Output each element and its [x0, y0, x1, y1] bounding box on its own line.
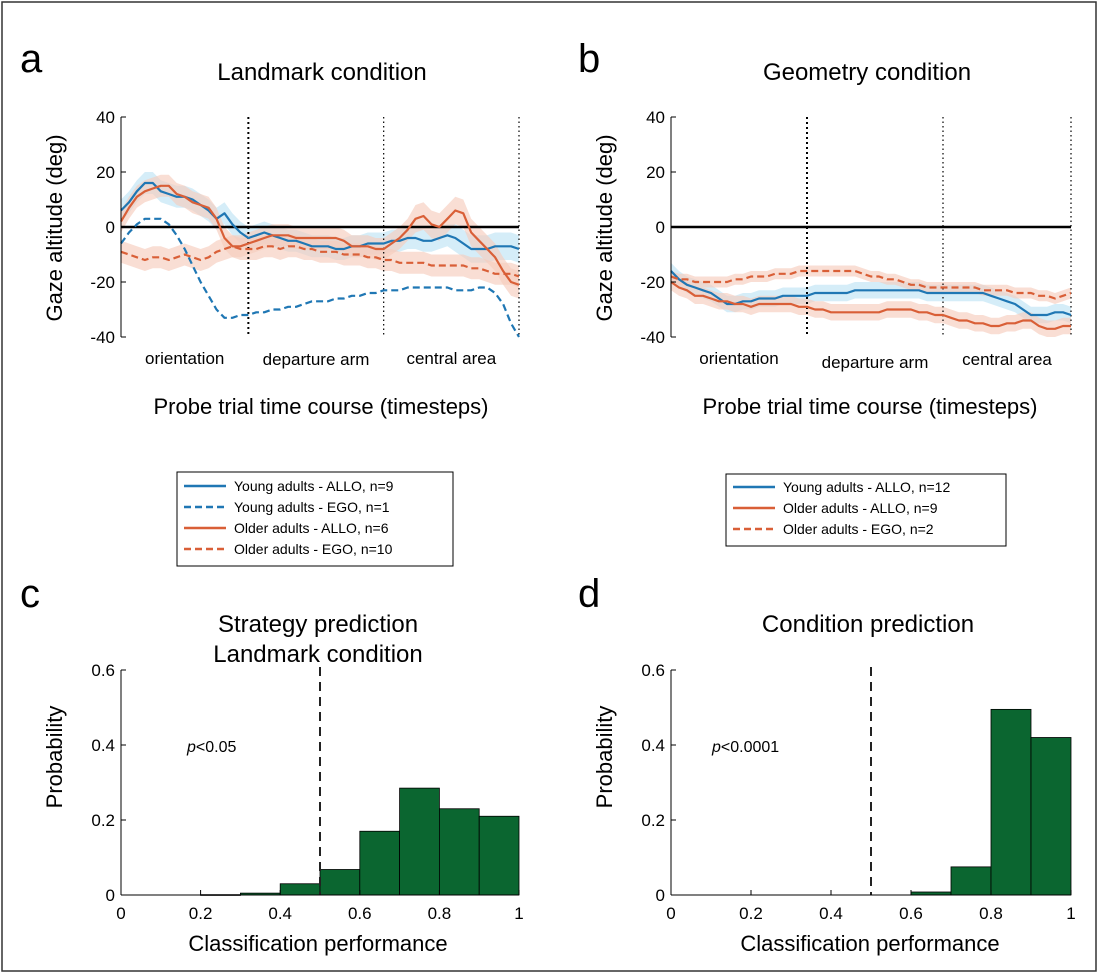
panel-d-annotation-value: <0.0001 — [721, 739, 779, 756]
panel-c-xtick-label-0: 0 — [116, 904, 125, 923]
panel-d-ytick-label-1: 0.2 — [641, 811, 665, 830]
panel-d-letter: d — [578, 572, 600, 616]
panel-c-xtick-label-1: 0.2 — [189, 904, 213, 923]
panel-a-letter: a — [20, 37, 43, 81]
panel-a-legend-label-1: Young adults - EGO, n=1 — [234, 499, 390, 515]
panel-c-bar-7 — [478, 815, 520, 896]
panel-c-bar-3 — [319, 869, 361, 896]
panel-c-title: Strategy prediction — [218, 611, 418, 638]
panel-c-ytick-label-2: 0.4 — [91, 736, 115, 755]
panel-b-title: Geometry condition — [763, 59, 971, 86]
panel-d-xlabel: Classification performance — [740, 931, 999, 956]
panel-a-ytick-label-3: 20 — [96, 163, 115, 182]
panel-d-bar-3 — [1030, 737, 1072, 896]
panel-b-ytick-label-4: 40 — [646, 108, 665, 127]
panel-d-plot: 0 0.2 0.4 0.6 0 0.2 0.4 0.6 0.8 1 — [641, 661, 1075, 923]
panel-b-xlabel: Probe trial time course (timesteps) — [703, 394, 1038, 419]
panel-b-legend-label-0: Young adults - ALLO, n=12 — [783, 479, 950, 495]
panel-c-xlabel: Classification performance — [188, 931, 447, 956]
panel-c-ylabel: Probability — [42, 706, 67, 809]
panel-b-legend-label-1: Older adults - ALLO, n=9 — [783, 500, 938, 516]
panel-d-xtick-label-4: 0.8 — [979, 904, 1003, 923]
panel-a-legend-box — [176, 471, 454, 567]
panel-d-xtick-label-5: 1 — [1066, 904, 1075, 923]
panel-c-plot: 0 0.2 0.4 0.6 0 0.2 0.4 0.6 0.8 1 — [91, 661, 523, 923]
panel-a-series-line-1 — [120, 217, 520, 338]
panel-c-subtitle: Landmark condition — [213, 641, 422, 668]
panel-d-ylabel: Probability — [592, 706, 617, 809]
panel-b-band-0 — [671, 262, 1071, 324]
panel-d-ytick-label-3: 0.6 — [641, 661, 665, 680]
panel-a-plot: -40 -20 0 20 40 orientation departure arm centr… — [90, 108, 520, 369]
panel-d-annotation-p: p — [711, 739, 721, 756]
panel-b: b Geometry condition Gaze altitude (deg)… — [578, 37, 1072, 547]
panel-a-phase-label-2: central area — [406, 349, 496, 368]
panel-b-letter: b — [578, 37, 600, 81]
panel-c-annotation: p<0.05 — [186, 739, 236, 756]
panel-d-xtick-label-3: 0.6 — [899, 904, 923, 923]
panel-b-phase-label-0: orientation — [699, 349, 778, 368]
panel-c-bar-6 — [438, 808, 480, 896]
panel-a-band-3 — [121, 235, 519, 288]
panel-c-annotation-p: p — [186, 739, 196, 756]
panel-c-bar-4 — [359, 830, 400, 896]
panel-a-ylabel: Gaze altitude (deg) — [42, 134, 67, 321]
panel-b-ytick-label-1: -20 — [640, 273, 665, 292]
panel-b-phase-label-2: central area — [962, 350, 1052, 369]
panel-b-ytick-label-3: 20 — [646, 163, 665, 182]
panel-a-phase-label-0: orientation — [145, 349, 224, 368]
panel-a-legend-label-2: Older adults - ALLO, n=6 — [234, 520, 389, 536]
panel-d-xtick-label-1: 0.2 — [739, 904, 763, 923]
panel-d-xtick-label-0: 0 — [666, 904, 675, 923]
panel-d-ytick-label-0: 0 — [656, 886, 665, 905]
panel-c-xtick-label-5: 1 — [514, 904, 523, 923]
panel-a-legend-label-3: Older adults - EGO, n=10 — [234, 541, 393, 557]
panel-d-xtick-label-2: 0.4 — [819, 904, 843, 923]
panel-b-plot: -40 -20 0 20 40 orientation departure arm centr… — [640, 108, 1072, 372]
panel-a-series-line-3 — [120, 245, 520, 278]
panel-a: a Landmark condition Gaze altitude (deg)… — [20, 37, 520, 567]
panel-d-annotation: p<0.0001 — [711, 739, 779, 756]
panel-a-band-2 — [121, 174, 519, 299]
panel-d-title: Condition prediction — [762, 611, 974, 638]
panel-c-xtick-label-2: 0.4 — [268, 904, 292, 923]
panel-b-phase-label-1: departure arm — [822, 353, 929, 372]
panel-c-ytick-label-0: 0 — [106, 886, 115, 905]
panel-d: d Condition prediction Probability Class… — [578, 572, 1076, 956]
panel-b-ytick-label-2: 0 — [656, 218, 665, 237]
panel-b-series-line-2 — [670, 269, 1072, 300]
panel-c-xtick-label-4: 0.8 — [428, 904, 452, 923]
panel-c-xtick-label-3: 0.6 — [348, 904, 372, 923]
panel-d-bar-1 — [950, 866, 992, 896]
panel-c-ytick-label-3: 0.6 — [91, 661, 115, 680]
panel-c-ytick-label-1: 0.2 — [91, 811, 115, 830]
panel-b-ytick-label-0: -40 — [640, 328, 665, 347]
panel-b-legend: Young adults - ALLO, n=12 Older adults - … — [725, 473, 1007, 547]
panel-d-ytick-label-2: 0.4 — [641, 736, 665, 755]
panel-b-series-line-1 — [670, 281, 1071, 330]
panel-a-ytick-label-2: 0 — [106, 218, 115, 237]
panel-a-phase-label-1: departure arm — [263, 350, 370, 369]
panel-c-annotation-value: <0.05 — [196, 739, 237, 756]
panel-d-bar-2 — [990, 708, 1032, 896]
panel-b-legend-label-2: Older adults - EGO, n=2 — [783, 521, 934, 537]
panel-c: c Strategy prediction Landmark condition… — [20, 572, 524, 956]
panel-c-bar-2 — [279, 883, 321, 896]
panel-c-letter: c — [20, 572, 40, 616]
panel-c-bar-5 — [399, 787, 440, 896]
panel-a-series-line-2 — [120, 184, 520, 286]
panel-a-legend-label-0: Young adults - ALLO, n=9 — [234, 478, 394, 494]
panel-a-xlabel: Probe trial time course (timesteps) — [154, 394, 489, 419]
panel-a-ytick-label-4: 40 — [96, 108, 115, 127]
panel-a-ytick-label-1: -20 — [90, 273, 115, 292]
panel-a-legend: Young adults - ALLO, n=9 Young adults - E… — [176, 471, 454, 567]
panel-a-title: Landmark condition — [217, 59, 426, 86]
panel-b-ylabel: Gaze altitude (deg) — [592, 134, 617, 321]
panel-a-ytick-label-0: -40 — [90, 328, 115, 347]
